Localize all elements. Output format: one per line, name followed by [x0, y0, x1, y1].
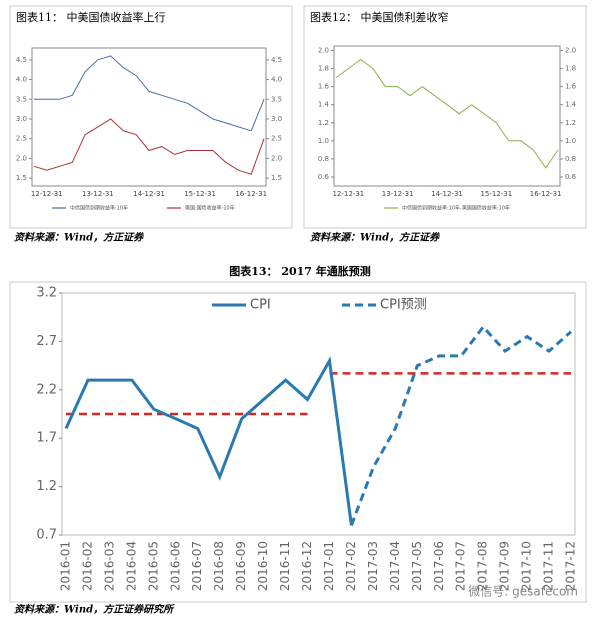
x-tick-label: 2017-04: [388, 541, 402, 591]
x-tick-label: 2016-11: [278, 541, 292, 591]
chart-title: 图表12： 中美国债利差收窄: [310, 10, 449, 24]
y-tick-label: 2.5: [16, 135, 27, 143]
series-line: [33, 118, 265, 175]
y-tick-label: 1.4: [318, 101, 330, 109]
x-tick-label: 13-12-31: [382, 190, 414, 198]
legend-label: CPI预测: [380, 298, 427, 313]
y-tick-label: 2.2: [36, 382, 57, 397]
y-tick-label: 4.5: [271, 56, 282, 64]
source: 资料来源：Wind，方正证券: [14, 232, 144, 244]
x-tick-label: 2016-07: [190, 541, 204, 591]
panel-frame: [9, 281, 587, 603]
plot-frame: [333, 45, 561, 187]
y-tick-label: 0.6: [565, 173, 577, 181]
y-tick-label: 2.0: [16, 154, 27, 162]
y-tick-label: 1.6: [565, 83, 577, 91]
x-tick-label: 2016-08: [212, 541, 226, 591]
y-tick-label: 2.0: [565, 47, 576, 55]
y-tick-label: 4.0: [16, 76, 27, 84]
legend-label: 中债国债到期收益率:10年: [70, 205, 128, 212]
x-tick-label: 2017-05: [410, 541, 424, 591]
y-tick-label: 3.5: [271, 95, 282, 103]
legend-label: 美国:国债收益率:10年: [185, 205, 235, 212]
x-tick-label: 2017-03: [366, 541, 380, 591]
legend-label: 中债国债到期收益率:10年-美国国债收益率:10年: [402, 205, 510, 212]
watermark: 微信号: gesafecom: [468, 585, 578, 599]
y-tick-label: 1.8: [318, 65, 329, 73]
x-tick-label: 2016-04: [124, 541, 138, 591]
source: 资料来源：Wind，方正证券: [310, 232, 440, 244]
x-tick-label: 13-12-31: [82, 190, 114, 198]
x-tick-label: 2017-09: [498, 541, 512, 591]
x-tick-label: 2016-12: [300, 541, 314, 591]
series-line: [335, 58, 559, 169]
x-tick-label: 14-12-31: [431, 190, 463, 198]
y-tick-label: 3.2: [36, 286, 57, 301]
x-tick-label: 2016-03: [102, 541, 116, 591]
x-tick-label: 16-12-31: [530, 190, 562, 198]
y-tick-label: 3.5: [16, 95, 27, 103]
y-tick-label: 3.0: [16, 115, 27, 123]
y-tick-label: 2.5: [271, 135, 282, 143]
plot-frame: [31, 47, 267, 187]
y-tick-label: 2.0: [271, 154, 282, 162]
y-tick-label: 2.0: [318, 47, 329, 55]
plot-frame: [61, 292, 576, 536]
x-tick-label: 2016-02: [80, 541, 94, 591]
x-tick-label: 15-12-31: [184, 190, 216, 198]
panel-frame: [303, 5, 587, 229]
y-tick-label: 1.4: [565, 101, 577, 109]
y-tick-label: 1.0: [318, 137, 329, 145]
x-tick-label: 2016-06: [168, 541, 182, 591]
y-tick-label: 1.2: [318, 119, 329, 127]
y-tick-label: 4.5: [16, 56, 27, 64]
x-tick-label: 12-12-31: [332, 190, 364, 198]
panel-frame: [9, 5, 293, 229]
x-tick-label: 15-12-31: [480, 190, 512, 198]
x-tick-label: 2016-01: [59, 541, 73, 591]
x-tick-label: 14-12-31: [133, 190, 165, 198]
x-tick-label: 2017-01: [322, 541, 336, 591]
x-tick-label: 2017-11: [542, 541, 556, 591]
series-line: [34, 55, 265, 132]
y-tick-label: 0.7: [36, 528, 57, 543]
y-tick-label: 3.0: [271, 115, 282, 123]
y-tick-label: 1.5: [271, 174, 282, 182]
y-tick-label: 1.7: [36, 431, 57, 446]
y-tick-label: 1.2: [565, 119, 576, 127]
x-tick-label: 2017-07: [454, 541, 468, 591]
y-tick-label: 1.5: [16, 174, 27, 182]
y-tick-label: 1.8: [565, 65, 576, 73]
y-tick-label: 0.8: [565, 155, 576, 163]
x-tick-label: 2017-02: [344, 541, 358, 591]
x-tick-label: 2017-08: [476, 541, 490, 591]
y-tick-label: 1.2: [36, 479, 57, 494]
x-tick-label: 2017-12: [564, 541, 578, 591]
source: 资料来源：Wind，方正证券研究所: [14, 604, 175, 616]
x-tick-label: 2016-05: [146, 541, 160, 591]
x-tick-label: 2016-09: [234, 541, 248, 591]
chart-title: 图表11： 中美国债收益率上行: [16, 10, 166, 24]
x-tick-label: 2017-10: [520, 541, 534, 591]
y-tick-label: 0.8: [318, 155, 329, 163]
x-tick-label: 2016-10: [256, 541, 270, 591]
y-tick-label: 0.6: [318, 173, 330, 181]
y-tick-label: 4.0: [271, 76, 282, 84]
y-tick-label: 2.7: [36, 334, 57, 349]
y-tick-label: 1.0: [565, 137, 576, 145]
x-tick-label: 12-12-31: [31, 190, 63, 198]
chart-title: 图表13： 2017 年通胀预测: [229, 264, 371, 278]
y-tick-label: 1.6: [318, 83, 330, 91]
series-line: [64, 356, 353, 526]
series-line: [349, 324, 572, 526]
x-tick-label: 2017-06: [432, 541, 446, 591]
legend-label: CPI: [250, 298, 271, 313]
x-tick-label: 16-12-31: [235, 190, 267, 198]
